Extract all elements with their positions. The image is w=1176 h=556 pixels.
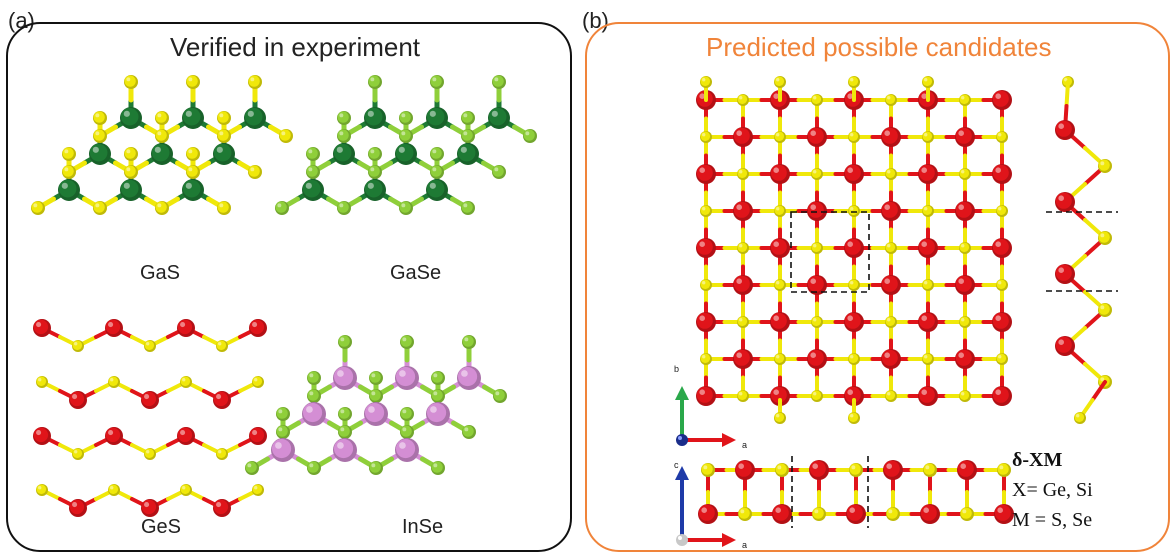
delta-xm-side-view	[1055, 76, 1112, 424]
inse-structure	[245, 335, 507, 475]
panel-a-title: Verified in experiment	[170, 32, 421, 62]
panel-b-frame	[585, 22, 1170, 552]
m-elements-label: M = S, Se	[1012, 509, 1093, 531]
axes-top-icon	[675, 386, 736, 447]
axes-bottom-icon	[675, 466, 736, 547]
label-ges: GeS	[141, 516, 182, 538]
label-gase: GaSe	[390, 262, 442, 284]
axis-label-b: b	[674, 364, 679, 374]
axis-label-a-bottom: a	[742, 540, 747, 550]
delta-xm-top-view	[696, 76, 1012, 424]
unit-cell-box-top	[790, 211, 870, 293]
delta-xm-bottom-view	[698, 460, 1014, 524]
x-elements-label: X= Ge, Si	[1012, 479, 1093, 501]
panel-b-title: Predicted possible candidates	[706, 32, 1052, 62]
axis-label-c: c	[674, 460, 679, 470]
gas-structure	[31, 75, 293, 215]
panel-a-frame	[6, 22, 572, 552]
label-inse: InSe	[402, 516, 444, 538]
ges-structure	[33, 319, 267, 517]
label-gas: GaS	[140, 262, 181, 284]
axis-label-a-top: a	[742, 440, 747, 450]
gase-structure	[275, 75, 537, 215]
formula-label: δ-XM	[1012, 449, 1063, 471]
